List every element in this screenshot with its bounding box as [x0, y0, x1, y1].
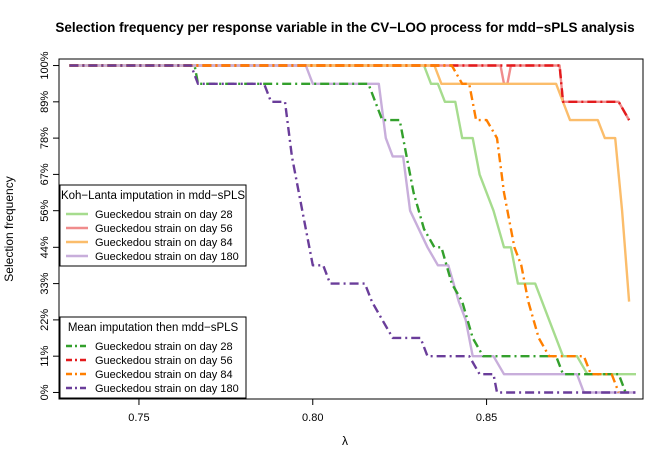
y-tick-label: 0% — [39, 384, 51, 400]
legend-box — [59, 184, 247, 267]
legend-layer: Koh−Lanta imputation in mdd−sPLS Gueckedo… — [59, 184, 247, 399]
series-line-3 — [69, 64, 631, 302]
y-tick-label: 78% — [39, 127, 51, 149]
legend-entry-label: Gueckedou strain on day 28 — [95, 341, 233, 353]
y-tick-label: 67% — [39, 163, 51, 185]
series-line-1 — [69, 64, 636, 376]
y-axis-label: Selection frequency — [2, 176, 16, 281]
series-line-2 — [69, 64, 631, 121]
legend-1: Koh−Lanta imputation in mdd−sPLS Gueckedo… — [59, 184, 247, 267]
series-line-5 — [69, 64, 627, 393]
x-tick-label: 0.80 — [302, 412, 323, 424]
series-line-6 — [69, 64, 631, 121]
y-tick-label: 56% — [39, 199, 51, 221]
legend-entry-label: Gueckedou strain on day 56 — [95, 223, 233, 235]
legend-entry-label: Gueckedou strain on day 84 — [95, 369, 233, 381]
legend-entry-label: Gueckedou strain on day 84 — [95, 237, 233, 249]
series-line-7 — [69, 64, 620, 393]
legend-entry-label: Gueckedou strain on day 28 — [95, 209, 233, 221]
legend-entry-label: Gueckedou strain on day 180 — [95, 251, 239, 263]
legend-title: Mean imputation then mdd−sPLS — [68, 322, 239, 334]
y-axis: 0% 11% 22% 33% 44% 56% 67% 78% 89% 100% — [39, 51, 59, 400]
legend-box — [59, 316, 247, 399]
legend-2: Mean imputation then mdd−sPLS Gueckedou s… — [59, 316, 247, 399]
y-tick-label: 44% — [39, 236, 51, 258]
legend-title: Koh−Lanta imputation in mdd−sPLS — [61, 190, 245, 202]
y-tick-label: 100% — [39, 51, 51, 79]
y-tick-label: 22% — [39, 309, 51, 331]
legend-entry-label: Gueckedou strain on day 56 — [95, 355, 233, 367]
series-line-8 — [69, 64, 636, 394]
plot-frame — [58, 58, 644, 400]
series-layer — [69, 64, 636, 394]
x-axis: 0.75 0.80 0.85 — [128, 399, 497, 424]
y-tick-label: 89% — [39, 91, 51, 113]
chart-title: Selection frequency per response variabl… — [55, 20, 634, 35]
x-tick-label: 0.85 — [476, 412, 497, 424]
x-axis-label: λ — [342, 434, 348, 448]
x-tick-label: 0.75 — [128, 412, 149, 424]
y-tick-label: 33% — [39, 272, 51, 294]
y-tick-label: 11% — [39, 345, 51, 366]
series-line-4 — [69, 64, 636, 394]
legend-entry-label: Gueckedou strain on day 180 — [95, 383, 239, 395]
